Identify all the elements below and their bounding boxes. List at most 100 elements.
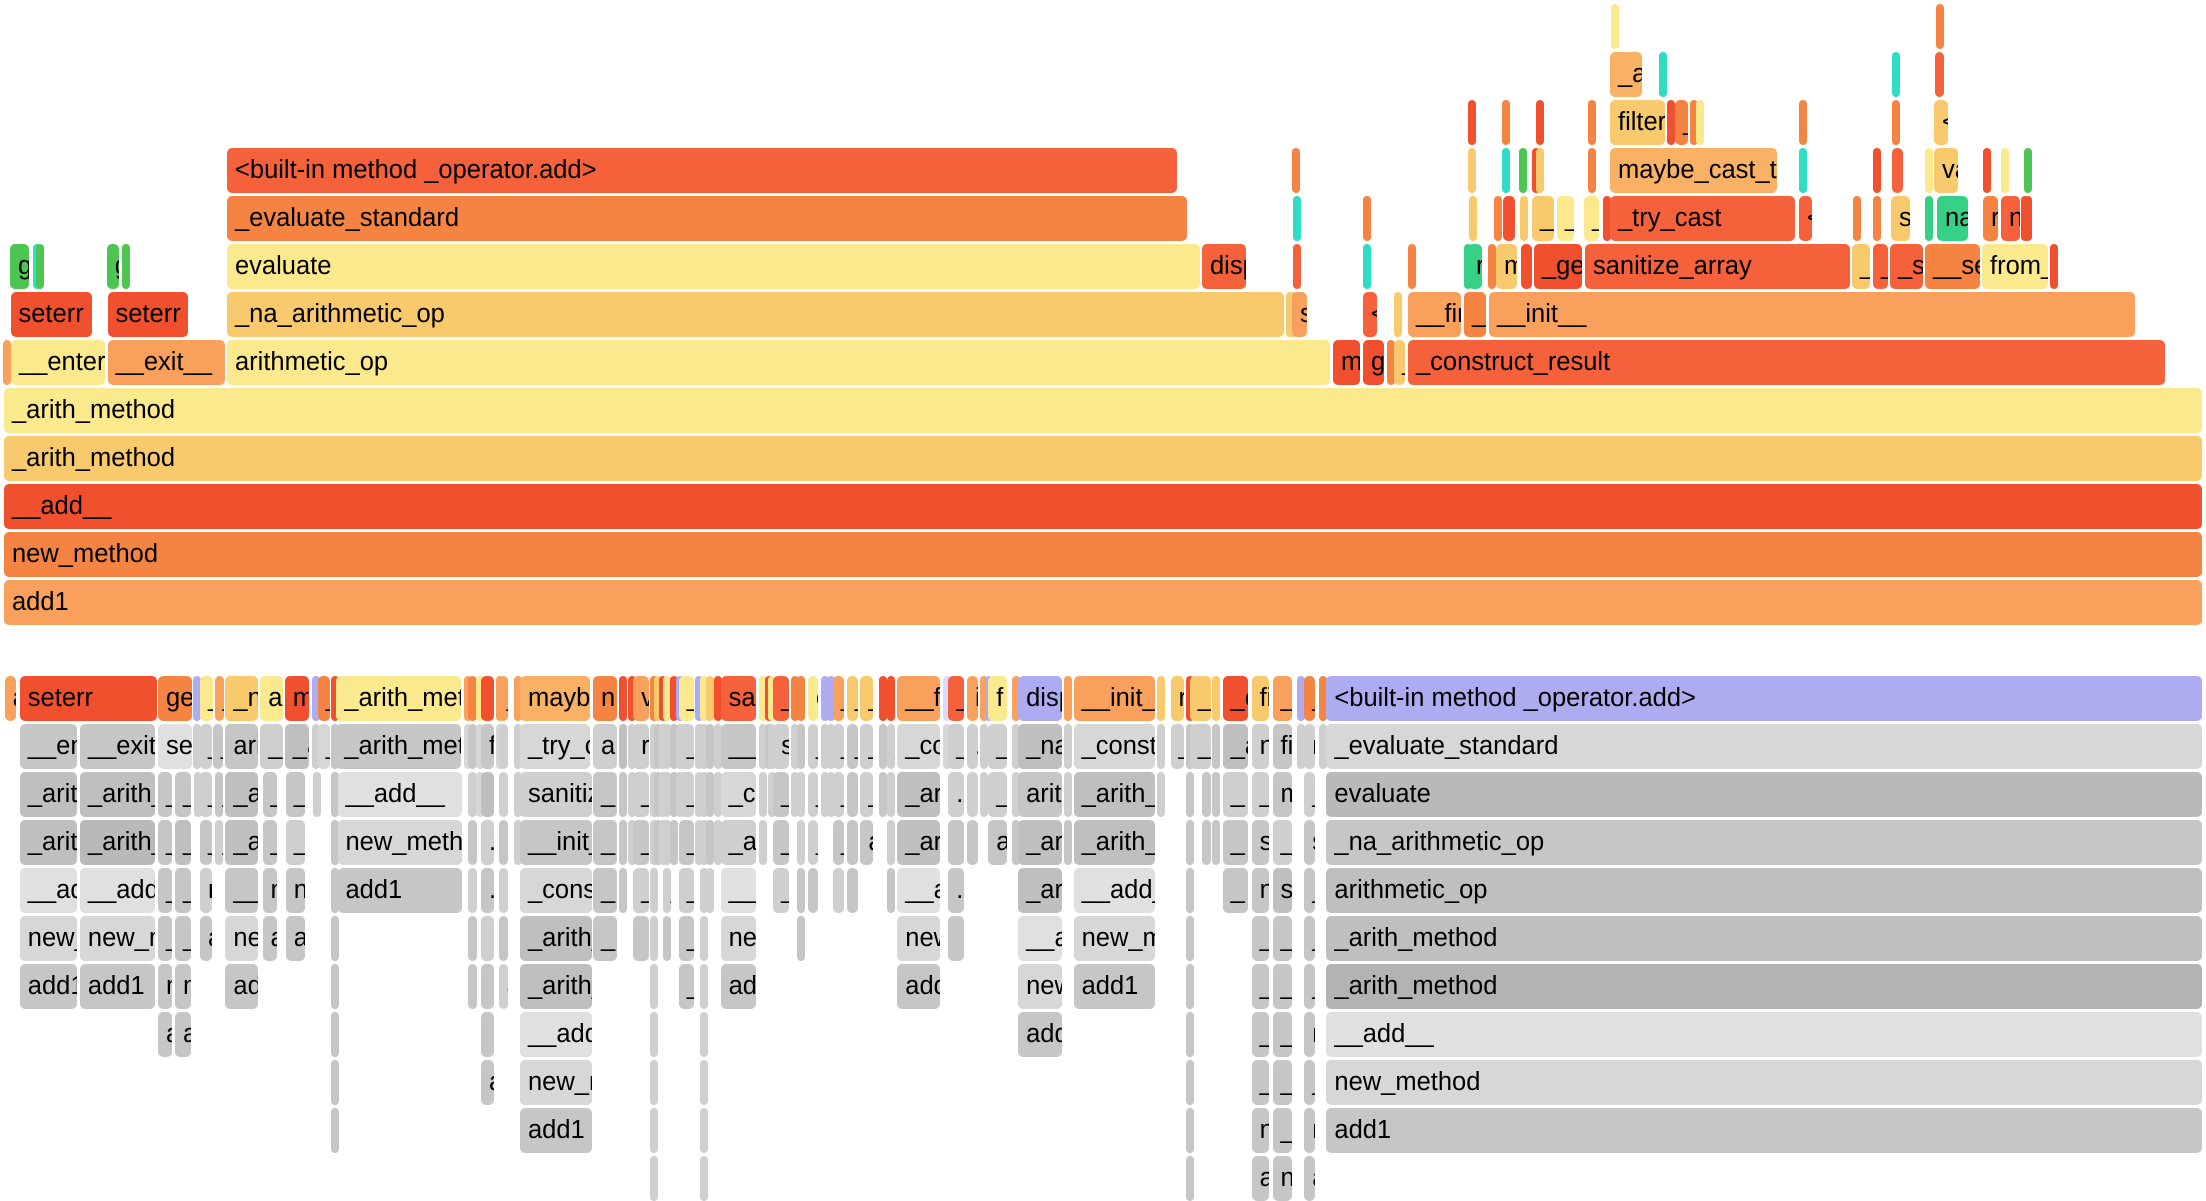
frame[interactable]: [514, 676, 522, 721]
frame[interactable]: n: [1251, 724, 1270, 769]
frame[interactable]: __add__: [520, 1012, 592, 1057]
frame[interactable]: _: [860, 772, 874, 817]
frame[interactable]: __add__: [720, 868, 756, 913]
frame[interactable]: [313, 772, 321, 817]
frame[interactable]: va: [1934, 148, 1958, 193]
frame[interactable]: [700, 916, 708, 961]
frame[interactable]: [768, 676, 776, 721]
frame[interactable]: _arith_method: [1073, 772, 1155, 817]
frame[interactable]: [768, 724, 776, 769]
frame[interactable]: __finalize__: [897, 676, 941, 721]
frame[interactable]: new_method: [1073, 916, 1155, 961]
frame[interactable]: _: [1251, 1060, 1270, 1105]
frame[interactable]: n: [2001, 196, 2020, 241]
frame[interactable]: _: [175, 916, 191, 961]
frame[interactable]: evaluate: [227, 244, 1200, 289]
frame[interactable]: [1588, 148, 1596, 193]
frame[interactable]: [706, 772, 715, 817]
frame[interactable]: seterr: [19, 676, 157, 721]
frame[interactable]: [1156, 724, 1165, 769]
frame[interactable]: _arith_method: [897, 820, 941, 865]
frame[interactable]: [331, 964, 340, 1009]
frame[interactable]: _: [1394, 340, 1405, 385]
frame[interactable]: a: [4, 676, 16, 721]
frame[interactable]: [1659, 52, 1667, 97]
frame[interactable]: .: [948, 868, 965, 913]
frame[interactable]: _arith_method: [520, 916, 592, 961]
frame[interactable]: v: [633, 676, 649, 721]
frame[interactable]: _: [1584, 196, 1599, 241]
frame[interactable]: _: [1251, 1012, 1270, 1057]
frame[interactable]: _: [175, 868, 191, 913]
frame[interactable]: _: [1189, 724, 1211, 769]
frame[interactable]: [2024, 148, 2032, 193]
frame[interactable]: [1799, 148, 1807, 193]
frame[interactable]: new_method: [720, 916, 756, 961]
frame[interactable]: [1536, 148, 1544, 193]
frame[interactable]: _construct_result: [1408, 340, 2165, 385]
frame[interactable]: fi: [1251, 676, 1270, 721]
frame[interactable]: [2001, 148, 2009, 193]
frame[interactable]: _: [678, 868, 695, 913]
frame[interactable]: s: [1891, 196, 1910, 241]
frame[interactable]: [713, 724, 722, 769]
frame[interactable]: _: [1464, 292, 1486, 337]
frame[interactable]: m: [1496, 244, 1517, 289]
frame[interactable]: _: [200, 724, 212, 769]
frame[interactable]: s: [773, 724, 789, 769]
frame[interactable]: [193, 724, 202, 769]
frame[interactable]: <built-in method _operator.add>: [1326, 676, 2202, 721]
frame[interactable]: [331, 772, 340, 817]
frame[interactable]: [1488, 244, 1496, 289]
frame[interactable]: [311, 676, 320, 721]
frame[interactable]: [618, 676, 627, 721]
frame[interactable]: [1185, 1060, 1194, 1105]
frame[interactable]: [669, 724, 678, 769]
frame[interactable]: _: [887, 724, 896, 769]
frame[interactable]: e: [807, 676, 818, 721]
frame[interactable]: _: [1272, 964, 1292, 1009]
frame[interactable]: s: [1292, 292, 1307, 337]
frame[interactable]: [1667, 100, 1675, 145]
frame[interactable]: _arith_method: [79, 820, 156, 865]
frame[interactable]: [650, 820, 659, 865]
frame[interactable]: [618, 724, 627, 769]
frame[interactable]: _: [846, 676, 858, 721]
frame[interactable]: _: [988, 772, 1007, 817]
frame[interactable]: [331, 820, 340, 865]
frame[interactable]: r: [1983, 196, 1998, 241]
frame[interactable]: _arith_method: [336, 676, 462, 721]
frame[interactable]: _: [1304, 676, 1316, 721]
frame[interactable]: _arith_method: [1326, 916, 2202, 961]
frame[interactable]: _construct_result: [720, 772, 756, 817]
frame[interactable]: from_: [1982, 244, 2048, 289]
frame[interactable]: _: [200, 676, 213, 721]
frame[interactable]: __init__: [520, 820, 592, 865]
frame[interactable]: _: [832, 676, 845, 721]
frame[interactable]: [2023, 196, 2032, 241]
frame[interactable]: _: [175, 772, 191, 817]
frame[interactable]: [1185, 1108, 1194, 1153]
frame[interactable]: .: [481, 820, 494, 865]
frame[interactable]: [1603, 196, 1611, 241]
frame[interactable]: [481, 916, 494, 961]
frame[interactable]: _: [807, 820, 818, 865]
frame[interactable]: _arith_method: [19, 772, 77, 817]
frame[interactable]: add1: [225, 964, 259, 1009]
frame[interactable]: add1: [1073, 964, 1155, 1009]
frame[interactable]: _: [633, 868, 649, 913]
frame[interactable]: [1799, 100, 1807, 145]
frame[interactable]: _na_arithmetic_op: [227, 292, 1284, 337]
frame[interactable]: [1212, 820, 1221, 865]
frame[interactable]: .: [948, 772, 965, 817]
frame[interactable]: _: [1222, 820, 1248, 865]
frame[interactable]: [669, 772, 678, 817]
frame[interactable]: _: [1675, 100, 1688, 145]
frame[interactable]: _: [1222, 772, 1248, 817]
frame[interactable]: [797, 820, 806, 865]
frame[interactable]: [468, 676, 477, 721]
frame[interactable]: [331, 1108, 340, 1153]
frame[interactable]: [1185, 676, 1194, 721]
frame[interactable]: [967, 772, 978, 817]
frame[interactable]: __se: [1925, 244, 1980, 289]
